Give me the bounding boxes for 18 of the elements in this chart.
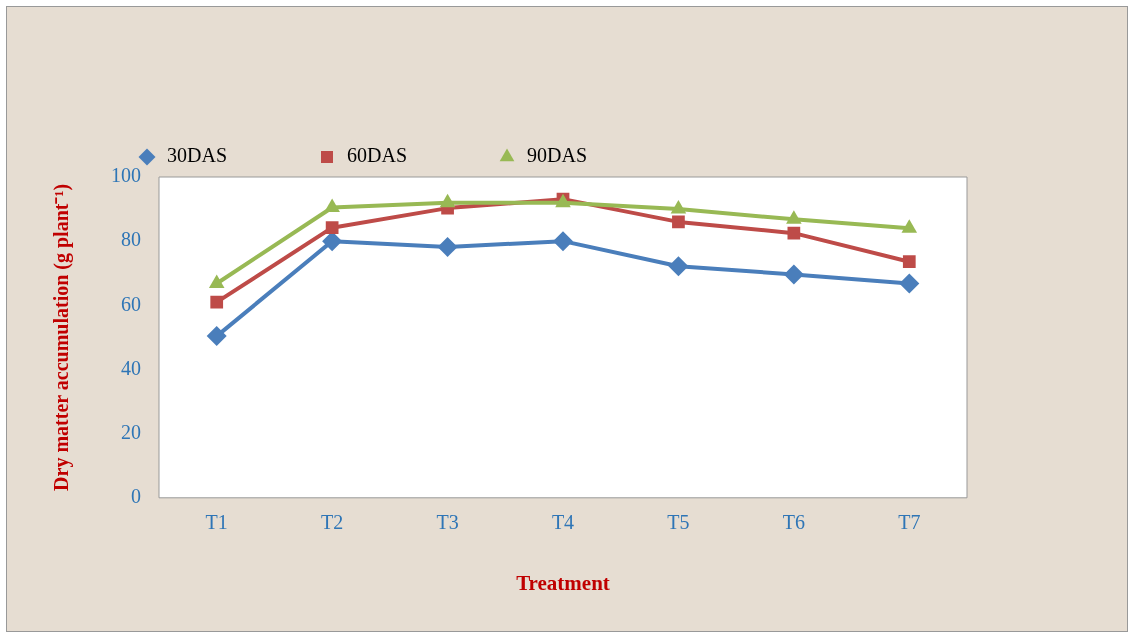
y-tick-label: 40 (121, 356, 141, 379)
x-axis-title: Treatment (516, 570, 610, 595)
x-tick-label: T2 (321, 511, 344, 534)
y-tick-label: 80 (121, 228, 141, 251)
x-tick-label: T3 (436, 511, 459, 534)
x-tick-label: T6 (782, 511, 805, 534)
x-tick-label: T1 (205, 511, 228, 534)
legend-label: 30DAS (167, 144, 228, 167)
x-tick-label: T7 (898, 511, 921, 534)
y-tick-label: 60 (121, 292, 141, 315)
x-tick-label: T4 (551, 511, 575, 534)
y-tick-label: 20 (121, 420, 141, 443)
legend-label: 60DAS (347, 144, 408, 167)
y-tick-label: 0 (131, 485, 141, 508)
x-tick-label: T5 (667, 511, 690, 534)
y-tick-label: 100 (111, 164, 141, 187)
legend-label: 90DAS (527, 144, 588, 167)
y-axis-title: Dry matter accumulation (g plant⁻¹) (50, 183, 74, 491)
